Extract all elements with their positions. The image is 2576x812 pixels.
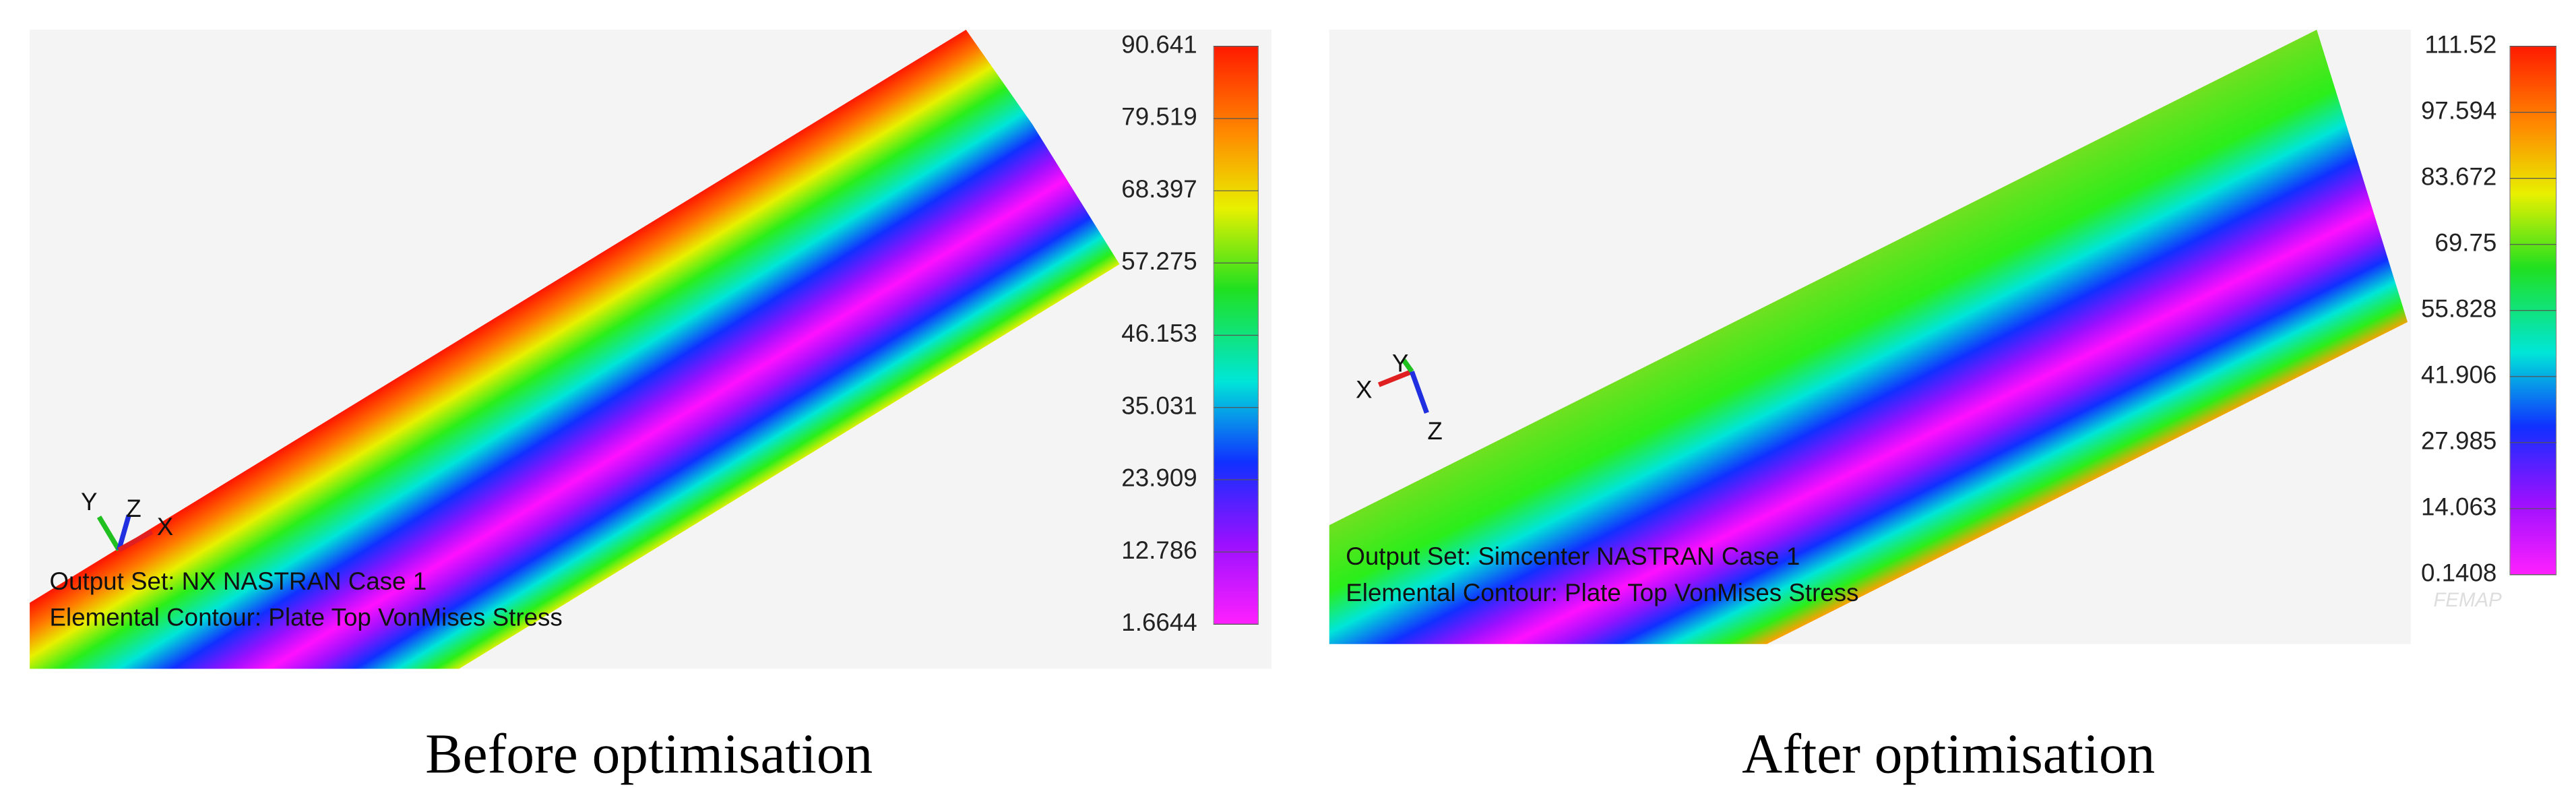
triad-label: X (157, 513, 174, 540)
legend-label: 55.828 (2421, 294, 2496, 322)
beam-contour (30, 30, 1120, 669)
legend-label: 46.153 (1121, 319, 1197, 347)
caption: Before optimisation (425, 723, 873, 785)
caption: After optimisation (1742, 723, 2155, 785)
output-set: Output Set: NX NASTRAN Case 1 (50, 567, 427, 595)
legend-label: 57.275 (1121, 247, 1197, 275)
legend-label: 12.786 (1121, 536, 1197, 564)
legend-label: 41.906 (2421, 361, 2496, 388)
contour-label: Elemental Contour: Plate Top VonMises St… (50, 604, 563, 631)
watermark: FEMAP (2433, 589, 2502, 611)
legend-label: 1.6644 (1121, 608, 1197, 636)
legend-label: 83.672 (2421, 162, 2496, 190)
contour-label: Elemental Contour: Plate Top VonMises St… (1346, 579, 1858, 606)
legend-label: 69.75 (2434, 228, 2496, 256)
triad-label: Y (1392, 349, 1409, 377)
triad-label: X (1356, 376, 1373, 404)
triad (96, 358, 1429, 553)
legend-label: 23.909 (1121, 464, 1197, 492)
legend-label: 90.641 (1121, 30, 1197, 58)
legend-label: 14.063 (2421, 493, 2496, 521)
beam-contour (1329, 30, 2408, 644)
legend-label: 97.594 (2421, 96, 2496, 124)
legend-label: 79.519 (1121, 103, 1197, 131)
legend-label: 27.985 (2421, 427, 2496, 454)
output-set: Output Set: Simcenter NASTRAN Case 1 (1346, 542, 1800, 570)
legend-label: 68.397 (1121, 175, 1197, 203)
legend-label: 35.031 (1121, 392, 1197, 419)
triad-label: Z (126, 495, 141, 522)
legend-label: 0.1408 (2421, 559, 2496, 587)
legend-label: 111.52 (2424, 30, 2496, 58)
triad-label: Z (1427, 417, 1442, 445)
triad-label: Y (81, 488, 98, 516)
